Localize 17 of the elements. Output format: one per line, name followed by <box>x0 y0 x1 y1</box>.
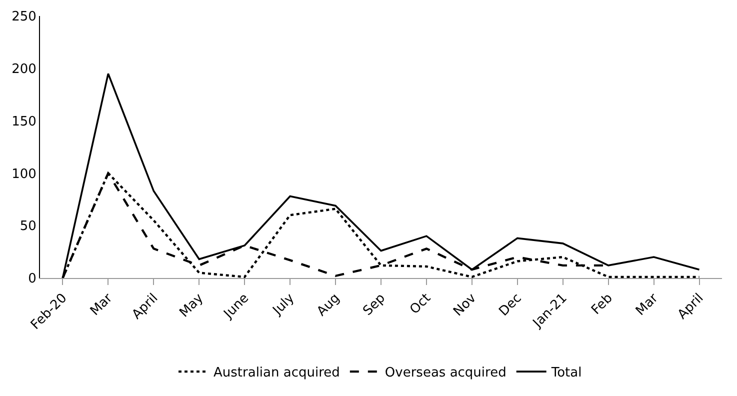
x-tick-label: Oct <box>407 290 434 318</box>
y-tick-label: 250 <box>12 10 36 25</box>
y-tick-label: 0 <box>28 272 36 287</box>
x-tick-label: Nov <box>450 290 480 320</box>
x-tick-label: Aug <box>314 290 343 320</box>
x-tick-label: Dec <box>496 290 525 320</box>
x-tick-label: Mar <box>633 290 662 319</box>
legend-label: Total <box>550 366 582 381</box>
y-tick-label: 100 <box>12 166 36 182</box>
x-tick-label: Feb <box>588 290 616 318</box>
x-tick-label: Mar <box>88 290 116 319</box>
y-tick-label: 200 <box>12 62 36 77</box>
y-tick-label: 50 <box>20 219 36 234</box>
legend-label: Australian acquired <box>214 366 340 381</box>
y-tick-label: 150 <box>12 114 36 130</box>
x-tick-label: Sep <box>360 290 388 319</box>
legend-label: Overseas acquired <box>384 366 506 381</box>
